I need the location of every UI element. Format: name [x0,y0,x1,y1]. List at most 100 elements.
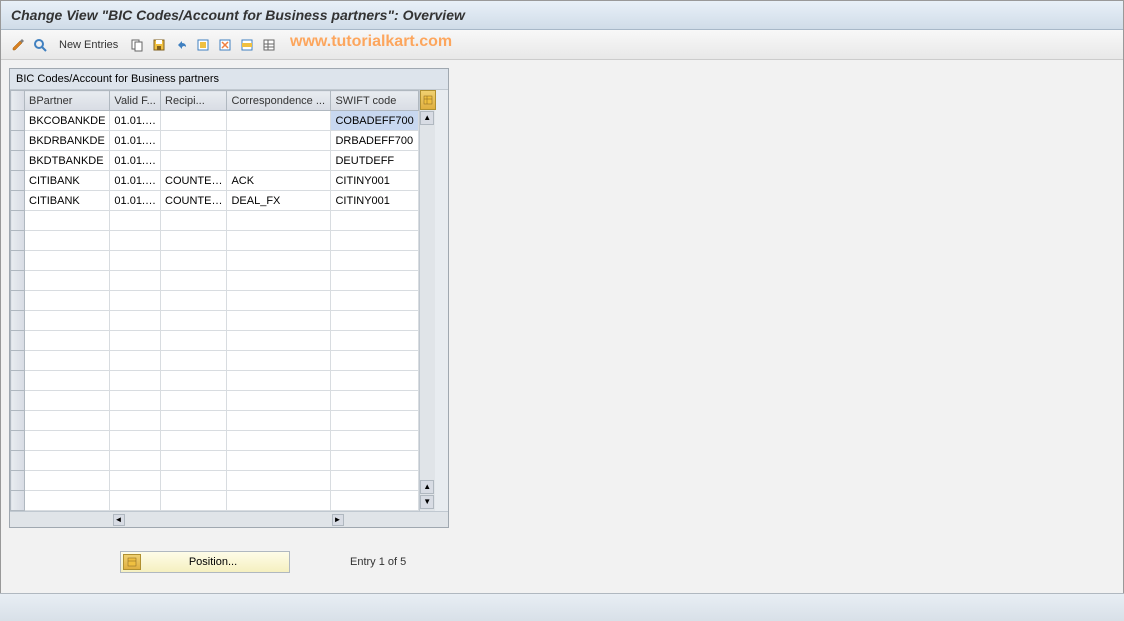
empty-cell[interactable] [227,491,331,511]
empty-cell[interactable] [331,391,418,411]
row-selector[interactable] [11,331,25,351]
scroll-down-arrow[interactable]: ▼ [420,495,434,509]
cell-corr[interactable] [227,151,331,171]
empty-cell[interactable] [25,291,110,311]
row-selector[interactable] [11,131,25,151]
empty-cell[interactable] [227,451,331,471]
select-all-icon[interactable] [194,36,212,54]
col-valid-from[interactable]: Valid F... [110,91,161,111]
empty-cell[interactable] [227,351,331,371]
empty-cell[interactable] [25,431,110,451]
empty-cell[interactable] [227,231,331,251]
save-icon[interactable] [150,36,168,54]
cell-recip[interactable] [161,131,227,151]
empty-cell[interactable] [331,231,418,251]
table-row-empty[interactable] [11,331,419,351]
empty-cell[interactable] [110,451,161,471]
empty-cell[interactable] [331,291,418,311]
empty-cell[interactable] [331,251,418,271]
empty-cell[interactable] [110,291,161,311]
row-selector[interactable] [11,471,25,491]
empty-cell[interactable] [25,371,110,391]
col-recipient[interactable]: Recipi... [161,91,227,111]
empty-cell[interactable] [161,351,227,371]
empty-cell[interactable] [25,271,110,291]
empty-cell[interactable] [161,291,227,311]
empty-cell[interactable] [227,331,331,351]
table-row-empty[interactable] [11,311,419,331]
scroll-up-arrow[interactable]: ▲ [420,111,434,125]
empty-cell[interactable] [110,211,161,231]
scroll-left-arrow[interactable]: ◄ [113,514,125,526]
table-row-empty[interactable] [11,231,419,251]
empty-cell[interactable] [227,311,331,331]
empty-cell[interactable] [161,391,227,411]
table-row-empty[interactable] [11,391,419,411]
cell-corr[interactable] [227,131,331,151]
new-entries-button[interactable]: New Entries [53,39,124,51]
cell-swift[interactable]: DRBADEFF700 [331,131,418,151]
vertical-scrollbar[interactable]: ▲ ▲ ▼ [419,90,435,511]
empty-cell[interactable] [110,231,161,251]
empty-cell[interactable] [110,271,161,291]
empty-cell[interactable] [25,251,110,271]
empty-cell[interactable] [25,211,110,231]
cell-bpartner[interactable]: BKCOBANKDE [25,111,110,131]
table-row[interactable]: BKCOBANKDE01.01.…COBADEFF700 [11,111,419,131]
row-selector[interactable] [11,251,25,271]
empty-cell[interactable] [331,211,418,231]
table-row-empty[interactable] [11,491,419,511]
empty-cell[interactable] [331,471,418,491]
cell-swift[interactable]: DEUTDEFF [331,151,418,171]
empty-cell[interactable] [161,431,227,451]
empty-cell[interactable] [161,451,227,471]
empty-cell[interactable] [110,351,161,371]
empty-cell[interactable] [110,251,161,271]
cell-corr[interactable]: ACK [227,171,331,191]
empty-cell[interactable] [227,291,331,311]
cell-valid[interactable]: 01.01.… [110,131,161,151]
empty-cell[interactable] [25,391,110,411]
row-selector[interactable] [11,311,25,331]
row-selector[interactable] [11,291,25,311]
empty-cell[interactable] [227,251,331,271]
cell-valid[interactable]: 01.01.… [110,151,161,171]
cell-recip[interactable] [161,111,227,131]
empty-cell[interactable] [227,371,331,391]
empty-cell[interactable] [227,411,331,431]
scroll-up-arrow2[interactable]: ▲ [420,480,434,494]
cell-swift[interactable]: CITINY001 [331,171,418,191]
empty-cell[interactable] [331,451,418,471]
empty-cell[interactable] [110,431,161,451]
empty-cell[interactable] [331,491,418,511]
cell-swift[interactable]: CITINY001 [331,191,418,211]
horizontal-scrollbar[interactable]: ◄ ► [10,511,448,527]
table-row[interactable]: CITIBANK01.01.…COUNTE…DEAL_FXCITINY001 [11,191,419,211]
empty-cell[interactable] [227,211,331,231]
position-button[interactable]: Position... [120,551,290,573]
empty-cell[interactable] [25,311,110,331]
empty-cell[interactable] [25,491,110,511]
empty-cell[interactable] [25,231,110,251]
scroll-right-arrow[interactable]: ► [332,514,344,526]
empty-cell[interactable] [161,371,227,391]
row-selector[interactable] [11,211,25,231]
table-row-empty[interactable] [11,371,419,391]
cell-swift[interactable]: COBADEFF700 [331,111,418,131]
table-row-empty[interactable] [11,291,419,311]
table-row-empty[interactable] [11,211,419,231]
empty-cell[interactable] [110,391,161,411]
row-selector[interactable] [11,191,25,211]
empty-cell[interactable] [161,491,227,511]
cell-bpartner[interactable]: BKDRBANKDE [25,131,110,151]
table-row-empty[interactable] [11,411,419,431]
delimit-icon[interactable] [238,36,256,54]
col-swift[interactable]: SWIFT code [331,91,418,111]
empty-cell[interactable] [161,251,227,271]
empty-cell[interactable] [110,491,161,511]
empty-cell[interactable] [110,371,161,391]
empty-cell[interactable] [25,411,110,431]
cell-corr[interactable] [227,111,331,131]
col-bpartner[interactable]: BPartner [25,91,110,111]
select-all-header[interactable] [11,91,25,111]
